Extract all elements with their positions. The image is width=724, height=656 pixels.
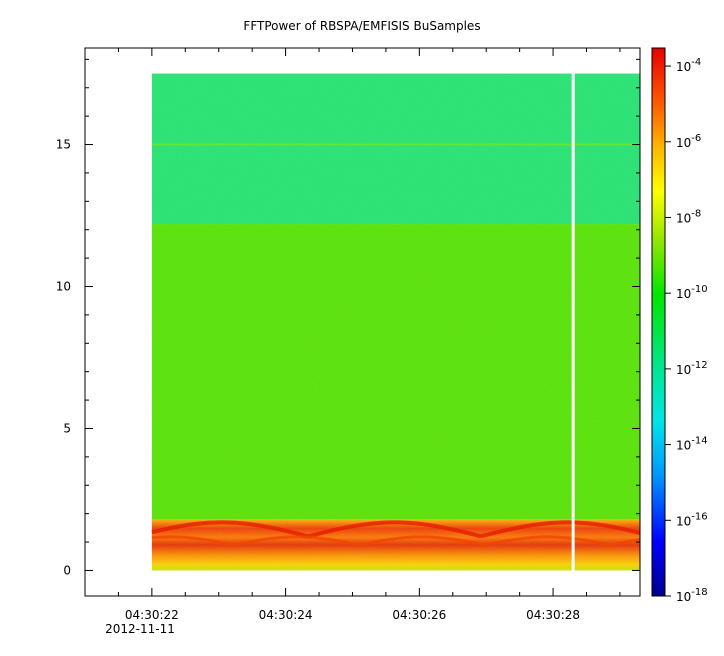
data-gap xyxy=(571,72,575,572)
x-tick-label: 04:30:24 xyxy=(259,608,313,622)
colorbar-tick-label: 10-12 xyxy=(676,360,708,377)
colorbar-ticks: 10-4 10-6 10-8 10-10 10-12 10-14 10-16 10-18 xyxy=(665,57,708,604)
spectrogram-image xyxy=(151,72,641,572)
colorbar: 10-4 10-6 10-8 10-10 10-12 10-14 10-16 10-18 xyxy=(651,47,708,604)
colorbar-tick-label: 10-6 xyxy=(676,133,701,150)
colorbar-tick-label: 10-18 xyxy=(676,587,708,604)
colorbar-gradient xyxy=(651,47,666,597)
colorbar-tick-label: 10-16 xyxy=(676,511,708,528)
y-tick-label: 5 xyxy=(63,421,71,435)
y-axis: 0 5 10 15 xyxy=(56,58,640,577)
x-tick-label: 04:30:26 xyxy=(392,608,446,622)
plot-area: 04:30:22 04:30:24 04:30:26 04:30:28 0 5 10 15 xyxy=(56,47,641,622)
y-tick-label: 15 xyxy=(56,138,71,152)
emission-streak xyxy=(151,520,641,539)
x-tick-label: 04:30:22 xyxy=(125,608,179,622)
y-tick-label: 0 xyxy=(63,563,71,577)
colorbar-tick-label: 10-4 xyxy=(676,57,701,74)
x-date-label: 2012-11-11 xyxy=(105,622,175,636)
chart-title: FFTPower of RBSPA/EMFISIS BuSamples xyxy=(243,19,480,33)
plot-frame xyxy=(84,47,641,597)
colorbar-tick-label: 10-10 xyxy=(676,284,708,301)
spectrogram-noise xyxy=(151,73,640,571)
x-tick-label: 04:30:28 xyxy=(526,608,580,622)
y-tick-label: 10 xyxy=(56,280,71,294)
emission-streak xyxy=(151,535,641,547)
colorbar-tick-label: 10-8 xyxy=(676,208,701,225)
colorbar-tick-label: 10-14 xyxy=(676,436,708,453)
x-axis: 04:30:22 04:30:24 04:30:26 04:30:28 xyxy=(84,48,621,622)
